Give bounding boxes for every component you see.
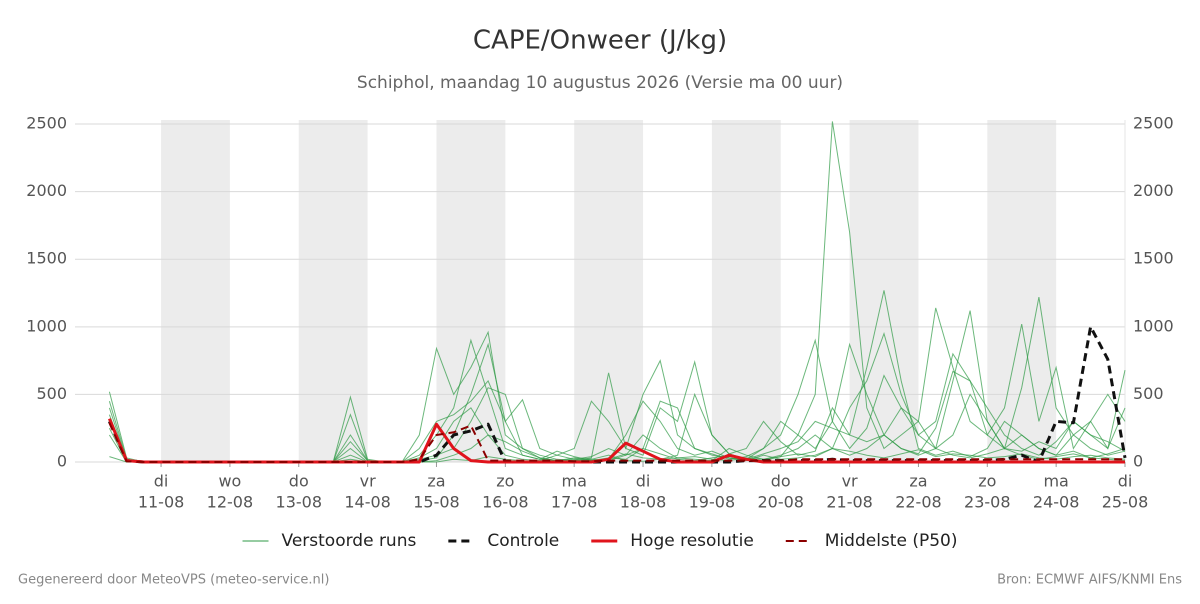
x-tick-label: 13-08 (276, 493, 323, 512)
x-tick-weekday: do (771, 472, 791, 491)
footer-right: Bron: ECMWF AIFS/KNMI Ens (997, 573, 1182, 588)
day-band (161, 120, 230, 462)
x-tick-label: 25-08 (1102, 493, 1149, 512)
y-tick-label: 2500 (26, 114, 67, 133)
y2-tick-label: 0 (1133, 452, 1143, 471)
chart-subtitle: Schiphol, maandag 10 augustus 2026 (Vers… (357, 73, 843, 93)
y2-tick-label: 500 (1133, 384, 1164, 403)
x-tick-label: 18-08 (620, 493, 667, 512)
day-band (298, 120, 368, 462)
series-line (108, 418, 1125, 464)
x-tick-label: 20-08 (757, 493, 804, 512)
day-band (987, 120, 1057, 462)
y2-tick-label: 2000 (1133, 181, 1174, 200)
y-tick-label: 1000 (26, 316, 67, 335)
day-band (436, 120, 506, 462)
x-tick-weekday: vr (842, 472, 858, 491)
x-tick-weekday: za (427, 472, 445, 491)
plot (108, 121, 1127, 464)
x-tick-label: 21-08 (826, 493, 873, 512)
x-tick-label: 12-08 (207, 493, 254, 512)
x-tick-label: 15-08 (413, 493, 460, 512)
x-tick-label: 16-08 (482, 493, 529, 512)
legend-label: Controle (487, 531, 559, 551)
x-tick-label: 14-08 (344, 493, 391, 512)
x-tick-weekday: do (289, 472, 309, 491)
x-tick-weekday: di (636, 472, 651, 491)
y-tick-label: 0 (57, 452, 67, 471)
x-tick-label: 23-08 (964, 493, 1011, 512)
x-tick-label: 22-08 (895, 493, 942, 512)
legend: Verstoorde runs Controle Hoge resolutie Mid… (242, 531, 958, 551)
y2-tick-label: 1500 (1133, 249, 1174, 268)
x-tick-label: 11-08 (138, 493, 185, 512)
day-band (574, 120, 644, 462)
legend-label: Hoge resolutie (630, 531, 754, 551)
y2-tick-label: 2500 (1133, 114, 1174, 133)
x-tick-weekday: wo (218, 472, 241, 491)
x-tick-label: 19-08 (689, 493, 736, 512)
y2-tick-label: 1000 (1133, 316, 1174, 335)
chart-title: CAPE/Onweer (J/kg) (473, 26, 727, 56)
x-tick-label: 17-08 (551, 493, 598, 512)
legend-label: Middelste (P50) (825, 531, 958, 551)
x-tick-label: 24-08 (1033, 493, 1080, 512)
day-band (711, 120, 781, 462)
legend-label: Verstoorde runs (282, 531, 417, 551)
x-tick-weekday: vr (360, 472, 376, 491)
x-tick-weekday: ma (561, 472, 586, 491)
x-tick-weekday: wo (700, 472, 723, 491)
y-tick-label: 500 (36, 384, 67, 403)
x-tick-weekday: ma (1043, 472, 1068, 491)
x-tick-weekday: di (1118, 472, 1133, 491)
y-tick-label: 2000 (26, 181, 67, 200)
x-tick-weekday: zo (496, 472, 514, 491)
y-tick-label: 1500 (26, 249, 67, 268)
x-tick-weekday: di (154, 472, 169, 491)
x-tick-weekday: zo (978, 472, 996, 491)
footer-left: Gegenereerd door MeteoVPS (meteo-service… (18, 573, 329, 588)
x-tick-weekday: za (909, 472, 927, 491)
